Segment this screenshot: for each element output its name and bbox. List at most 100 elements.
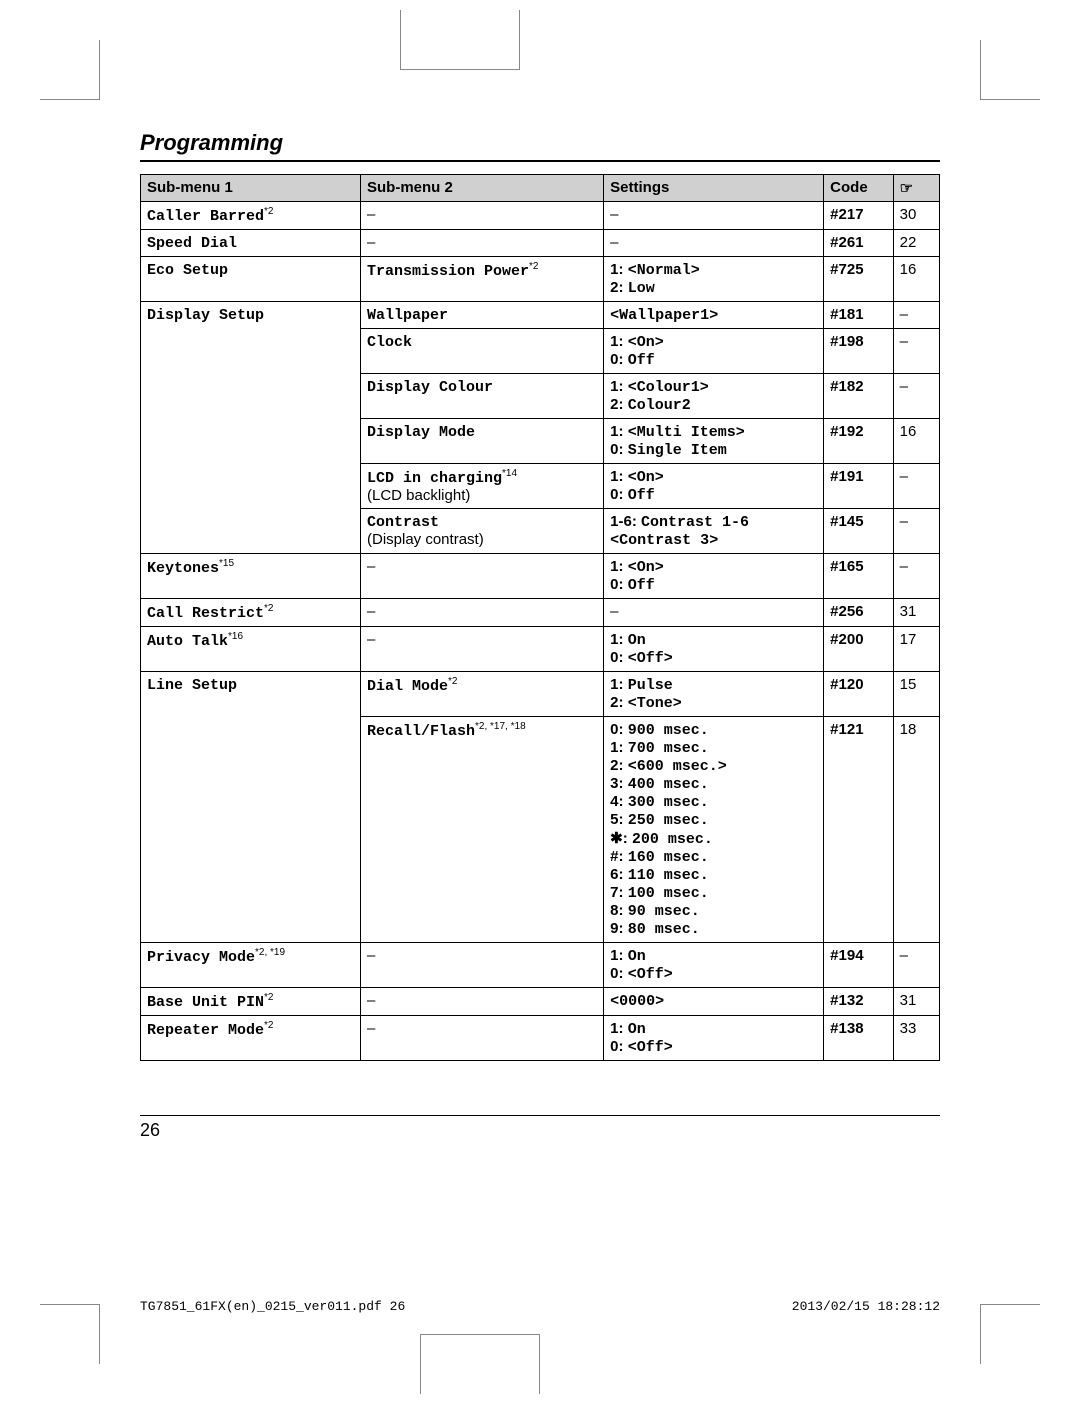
- cell-page-ref: 18: [893, 717, 939, 943]
- cell-submenu2: –: [361, 599, 604, 627]
- cell-submenu2: –: [361, 230, 604, 257]
- cell-submenu2: –: [361, 1016, 604, 1061]
- page-number: 26: [140, 1115, 940, 1141]
- cell-submenu1: Caller Barred*2: [141, 202, 361, 230]
- cell-submenu2: Recall/Flash*2, *17, *18: [361, 717, 604, 943]
- table-row: Privacy Mode*2, *19–1: On0: <Off>#194–: [141, 943, 940, 988]
- cell-settings: 1-6: Contrast 1-6<Contrast 3>: [604, 509, 824, 554]
- cell-submenu1: Base Unit PIN*2: [141, 988, 361, 1016]
- cell-settings: <0000>: [604, 988, 824, 1016]
- crop-mark-bottom: [420, 1334, 540, 1394]
- cell-code: #200: [824, 627, 893, 672]
- cell-page-ref: –: [893, 943, 939, 988]
- cell-submenu1: Call Restrict*2: [141, 599, 361, 627]
- crop-mark-tl: [40, 40, 100, 100]
- table-row: Caller Barred*2––#21730: [141, 202, 940, 230]
- cell-submenu2: –: [361, 943, 604, 988]
- cell-page-ref: 15: [893, 672, 939, 717]
- cell-settings: 1: <On>0: Off: [604, 554, 824, 599]
- cell-settings: 1: Pulse2: <Tone>: [604, 672, 824, 717]
- cell-page-ref: –: [893, 329, 939, 374]
- cell-code: #132: [824, 988, 893, 1016]
- table-header-row: Sub-menu 1 Sub-menu 2 Settings Code ☞: [141, 175, 940, 202]
- crop-mark-tr: [980, 40, 1040, 100]
- cell-page-ref: 22: [893, 230, 939, 257]
- header-submenu1: Sub-menu 1: [141, 175, 361, 202]
- cell-submenu2: –: [361, 554, 604, 599]
- table-body: Caller Barred*2––#21730Speed Dial––#2612…: [141, 202, 940, 1061]
- cell-settings: 1: <On>0: Off: [604, 329, 824, 374]
- cell-submenu1: Privacy Mode*2, *19: [141, 943, 361, 988]
- cell-submenu2: –: [361, 202, 604, 230]
- section-title: Programming: [140, 130, 940, 162]
- cell-code: #138: [824, 1016, 893, 1061]
- crop-mark-bl: [40, 1304, 100, 1364]
- table-row: Call Restrict*2––#25631: [141, 599, 940, 627]
- cell-submenu1: Line Setup: [141, 672, 361, 943]
- settings-table: Sub-menu 1 Sub-menu 2 Settings Code ☞ Ca…: [140, 174, 940, 1061]
- cell-submenu1: Speed Dial: [141, 230, 361, 257]
- cell-code: #194: [824, 943, 893, 988]
- footer-timestamp: 2013/02/15 18:28:12: [792, 1299, 940, 1314]
- cell-code: #191: [824, 464, 893, 509]
- cell-page-ref: 17: [893, 627, 939, 672]
- cell-page-ref: 31: [893, 599, 939, 627]
- crop-mark-br: [980, 1304, 1040, 1364]
- footer-filename: TG7851_61FX(en)_0215_ver011.pdf 26: [140, 1299, 405, 1314]
- table-row: Speed Dial––#26122: [141, 230, 940, 257]
- cell-code: #261: [824, 230, 893, 257]
- cell-settings: –: [604, 599, 824, 627]
- cell-submenu2: Display Mode: [361, 419, 604, 464]
- table-row: Eco SetupTransmission Power*21: <Normal>…: [141, 257, 940, 302]
- cell-code: #192: [824, 419, 893, 464]
- cell-settings: 1: <On>0: Off: [604, 464, 824, 509]
- cell-submenu2: LCD in charging*14(LCD backlight): [361, 464, 604, 509]
- table-row: Line SetupDial Mode*21: Pulse2: <Tone>#1…: [141, 672, 940, 717]
- cell-settings: 1: <Normal>2: Low: [604, 257, 824, 302]
- print-footer: TG7851_61FX(en)_0215_ver011.pdf 26 2013/…: [140, 1299, 940, 1314]
- cell-code: #182: [824, 374, 893, 419]
- crop-mark-top: [400, 10, 520, 70]
- cell-submenu1: Repeater Mode*2: [141, 1016, 361, 1061]
- cell-code: #198: [824, 329, 893, 374]
- header-code: Code: [824, 175, 893, 202]
- cell-code: #145: [824, 509, 893, 554]
- table-row: Display SetupWallpaper<Wallpaper1>#181–: [141, 302, 940, 329]
- cell-page-ref: 16: [893, 419, 939, 464]
- cell-settings: <Wallpaper1>: [604, 302, 824, 329]
- cell-settings: –: [604, 230, 824, 257]
- cell-page-ref: –: [893, 374, 939, 419]
- cell-settings: 0: 900 msec.1: 700 msec.2: <600 msec.>3:…: [604, 717, 824, 943]
- table-row: Repeater Mode*2–1: On0: <Off>#13833: [141, 1016, 940, 1061]
- cell-settings: 1: <Multi Items>0: Single Item: [604, 419, 824, 464]
- cell-settings: 1: <Colour1>2: Colour2: [604, 374, 824, 419]
- header-page-ref-icon: ☞: [893, 175, 939, 202]
- cell-page-ref: –: [893, 302, 939, 329]
- cell-submenu2: Wallpaper: [361, 302, 604, 329]
- cell-page-ref: 31: [893, 988, 939, 1016]
- cell-submenu2: Dial Mode*2: [361, 672, 604, 717]
- cell-code: #217: [824, 202, 893, 230]
- cell-submenu2: –: [361, 988, 604, 1016]
- cell-page-ref: 33: [893, 1016, 939, 1061]
- cell-submenu2: Clock: [361, 329, 604, 374]
- header-settings: Settings: [604, 175, 824, 202]
- cell-code: #121: [824, 717, 893, 943]
- cell-submenu2: Transmission Power*2: [361, 257, 604, 302]
- cell-settings: 1: On0: <Off>: [604, 943, 824, 988]
- cell-code: #120: [824, 672, 893, 717]
- table-row: Auto Talk*16–1: On0: <Off>#20017: [141, 627, 940, 672]
- cell-page-ref: –: [893, 509, 939, 554]
- cell-submenu1: Display Setup: [141, 302, 361, 554]
- table-row: Base Unit PIN*2–<0000>#13231: [141, 988, 940, 1016]
- cell-submenu1: Auto Talk*16: [141, 627, 361, 672]
- table-row: Keytones*15–1: <On>0: Off#165–: [141, 554, 940, 599]
- cell-settings: –: [604, 202, 824, 230]
- cell-page-ref: –: [893, 554, 939, 599]
- cell-code: #725: [824, 257, 893, 302]
- cell-code: #181: [824, 302, 893, 329]
- cell-submenu2: Display Colour: [361, 374, 604, 419]
- cell-submenu2: Contrast(Display contrast): [361, 509, 604, 554]
- cell-page-ref: 16: [893, 257, 939, 302]
- cell-submenu1: Eco Setup: [141, 257, 361, 302]
